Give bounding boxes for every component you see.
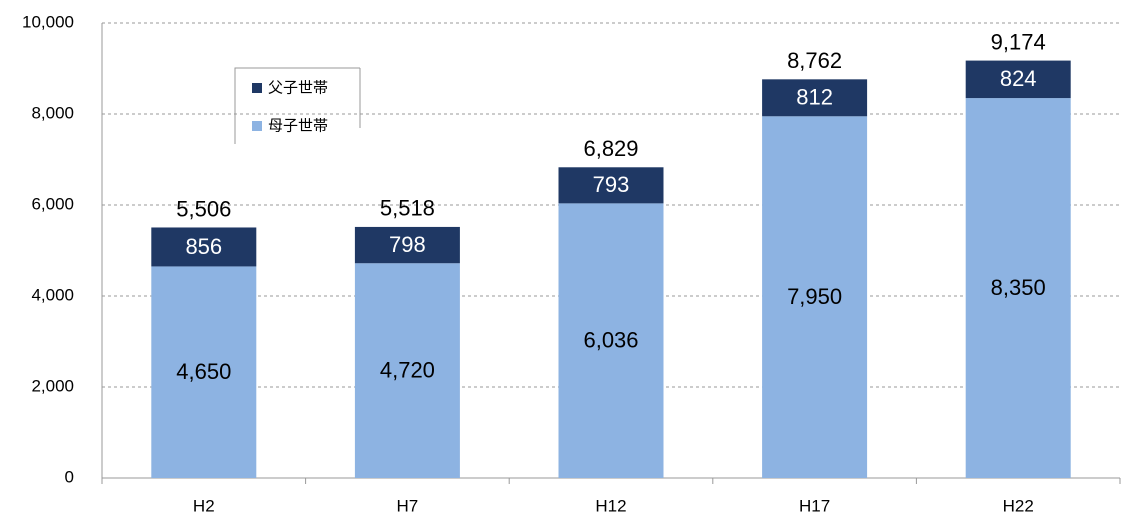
y-tick-label: 2,000: [31, 376, 74, 395]
data-label: 6,036: [583, 327, 638, 352]
data-label: 824: [1000, 66, 1037, 91]
bar-segment: [151, 266, 257, 478]
x-tick-label: H12: [595, 496, 626, 515]
total-label: 5,506: [176, 196, 231, 221]
bar-segment: [151, 227, 257, 267]
bar-segment: [965, 98, 1071, 478]
bar-segment: [965, 60, 1071, 99]
x-tick-label: H17: [799, 496, 830, 515]
bar-segment: [354, 226, 460, 264]
bar-segment: [354, 263, 460, 478]
data-label: 4,650: [176, 359, 231, 384]
y-tick-label: 6,000: [31, 194, 74, 213]
bar-segment: [762, 79, 868, 117]
bar-segment: [558, 203, 664, 478]
y-tick-label: 4,000: [31, 285, 74, 304]
total-label: 6,829: [583, 136, 638, 161]
bar-segment: [762, 116, 868, 479]
bar-segment: [558, 167, 664, 204]
total-label: 9,174: [991, 29, 1046, 54]
legend-label: 母子世帯: [268, 117, 328, 135]
data-label: 812: [796, 85, 833, 110]
total-label: 8,762: [787, 48, 842, 73]
data-label: 4,720: [380, 357, 435, 382]
legend-frame: [234, 67, 360, 144]
data-label: 7,950: [787, 284, 842, 309]
data-label: 8,350: [991, 275, 1046, 300]
y-tick-label: 10,000: [22, 12, 74, 31]
x-tick-label: H2: [193, 496, 215, 515]
y-tick-label: 8,000: [31, 103, 74, 122]
y-tick-label: 0: [65, 467, 74, 486]
data-label: 856: [185, 234, 222, 259]
legend-swatch: [252, 121, 262, 131]
x-tick-label: H7: [397, 496, 419, 515]
data-label: 798: [389, 232, 426, 257]
total-label: 5,518: [380, 196, 435, 221]
legend-label: 父子世帯: [268, 79, 328, 97]
data-label: 793: [593, 172, 630, 197]
x-tick-label: H22: [1003, 496, 1034, 515]
legend-swatch: [252, 83, 262, 93]
